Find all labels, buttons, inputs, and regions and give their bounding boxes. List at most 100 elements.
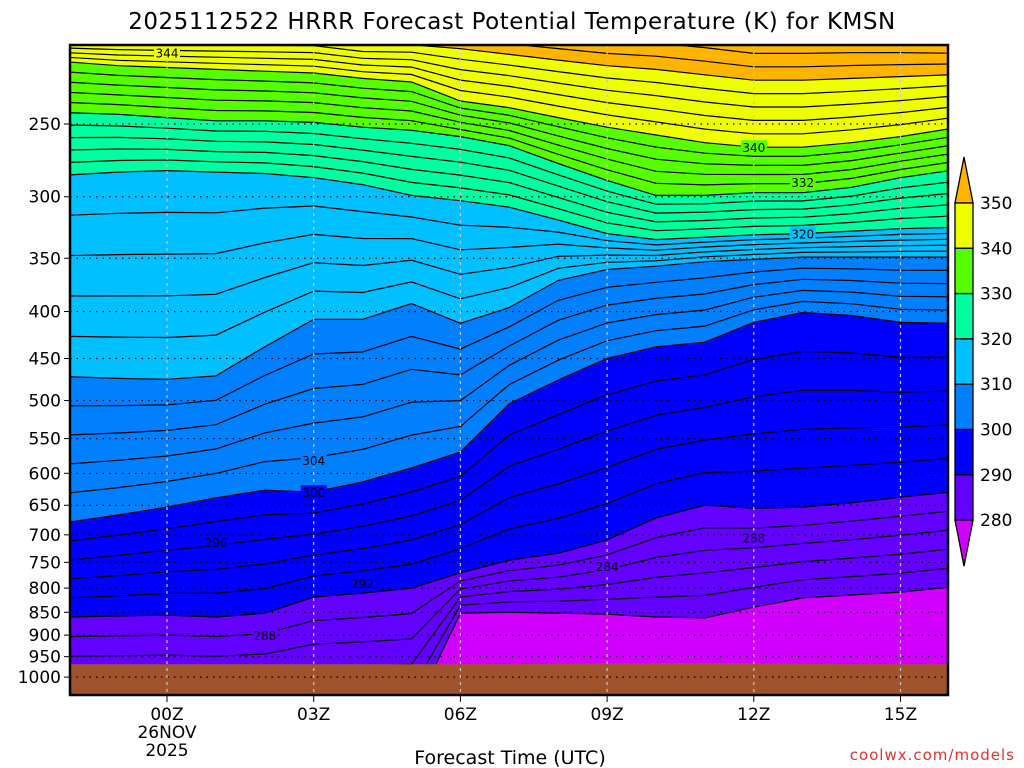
contour-label: 288 <box>742 532 765 546</box>
contour-line-352 <box>515 45 948 68</box>
contour-line-330 <box>70 112 948 196</box>
contour-line-292 <box>70 457 948 599</box>
chart-title: 2025112522 HRRR Forecast Potential Tempe… <box>128 9 895 35</box>
contour-label-bg <box>789 226 816 241</box>
contour-label-bg <box>251 628 278 643</box>
contour-line-314 <box>70 244 948 297</box>
contour-line-324 <box>70 148 948 223</box>
colorbar-label: 290 <box>980 466 1012 486</box>
contour-label-bg <box>594 559 621 574</box>
colorbar-swatch-330_340 <box>954 247 974 295</box>
contour-line-302 <box>70 300 948 494</box>
gridlines <box>70 45 948 695</box>
y-tick-label: 350 <box>29 249 61 269</box>
contour-line-288 <box>70 510 948 638</box>
x-tick-label: 00Z <box>150 705 183 725</box>
contour-line-338 <box>70 71 948 157</box>
contour-line-282 <box>70 567 948 695</box>
contour-line-344 <box>70 52 948 122</box>
contour-label: 304 <box>302 454 325 468</box>
x-tick-label: 03Z <box>297 705 330 725</box>
contour-label-bg <box>349 576 376 591</box>
contour-line-328 <box>70 124 948 205</box>
x-tick-year: 2025 <box>145 741 188 761</box>
x-tick-label: 06Z <box>444 705 477 725</box>
y-tick-label: 400 <box>29 303 61 323</box>
contour-line-308 <box>70 267 948 407</box>
contour-line-280 <box>420 586 948 695</box>
contour-line-350 <box>359 45 948 81</box>
y-axis: 250 300 350 400 450 500 550 600 650 700 750 800 850 9… <box>18 115 70 688</box>
y-tick-label: 650 <box>29 496 61 516</box>
contour-line-312 <box>70 250 948 339</box>
y-tick-label: 900 <box>29 626 61 646</box>
contour-line-334 <box>70 91 948 176</box>
x-tick-label: 12Z <box>737 705 770 725</box>
y-tick-label: 250 <box>29 115 61 135</box>
y-tick-label: 550 <box>29 430 61 450</box>
contour-line-342 <box>70 56 948 135</box>
contour-line-322 <box>70 159 948 232</box>
colorbar-swatch-340_350 <box>954 202 974 249</box>
contour-label-bg <box>789 174 816 189</box>
contour-label-bg <box>740 530 767 545</box>
y-tick-label: 450 <box>29 350 61 370</box>
contour-label: 296 <box>204 536 227 550</box>
colorbar-label: 330 <box>980 285 1012 305</box>
y-tick-label: 700 <box>29 526 61 546</box>
contour-line-286 <box>70 529 948 657</box>
credit-text[interactable]: coolwx.com/models <box>850 746 1015 764</box>
contour-line-310 <box>70 256 948 380</box>
contour-label-bg <box>300 485 327 500</box>
colorbar-swatch-290_300 <box>954 428 974 476</box>
contour-line-346 <box>70 47 948 108</box>
contour-line-348 <box>130 45 948 95</box>
contour-line-326 <box>70 136 948 214</box>
contour-label: 292 <box>351 577 374 591</box>
colorbar-swatch-280_290 <box>954 474 974 521</box>
x-tick-label: 15Z <box>884 705 917 725</box>
y-tick-label: 300 <box>29 188 61 208</box>
plot-frame <box>68 43 950 697</box>
colorbar-label: 340 <box>980 239 1012 259</box>
contour-label: 320 <box>791 228 814 242</box>
y-tick-label: 1000 <box>18 668 61 688</box>
y-tick-label: 500 <box>29 392 61 412</box>
contour-label-bg <box>154 45 180 60</box>
contour-label: 284 <box>596 560 619 574</box>
contour-line-304 <box>70 289 948 465</box>
contour-line-300 <box>70 311 948 523</box>
contour-label: 300 <box>302 486 325 500</box>
colorbar-label: 280 <box>980 511 1012 531</box>
colorbar-label: 310 <box>980 375 1012 395</box>
x-tick-label: 09Z <box>590 705 623 725</box>
contour-line-354 <box>670 45 948 55</box>
x-axis-label: Forecast Time (UTC) <box>414 747 605 768</box>
colorbar-label: 300 <box>980 421 1012 441</box>
ground-surface <box>70 662 948 695</box>
contour-label-bg <box>300 452 327 467</box>
colorbar-label: 350 <box>980 194 1012 214</box>
contour-line-316 <box>70 233 948 257</box>
contour-label-bg <box>740 140 767 155</box>
contour-label: 340 <box>742 141 765 155</box>
colorbar-swatch-310_320 <box>954 338 974 385</box>
contour-line-298 <box>70 350 948 542</box>
contour-line-336 <box>70 81 948 166</box>
contour-label: 288 <box>253 629 276 643</box>
y-tick-label: 600 <box>29 464 61 484</box>
x-tick-date: 26NOV <box>137 723 196 743</box>
contour-line-340 <box>70 61 948 148</box>
colorbar-swatch-300_310 <box>954 383 974 431</box>
plot-area <box>70 45 948 695</box>
contour-line-306 <box>70 278 948 436</box>
contour-line-294 <box>70 424 948 580</box>
contour-label-bg <box>202 535 229 550</box>
colorbar-swatch-below-280 <box>954 519 974 567</box>
y-tick-label: 950 <box>29 648 61 668</box>
y-tick-label: 800 <box>29 579 61 599</box>
colorbar-swatch-above-350 <box>954 156 974 204</box>
y-tick-label: 850 <box>29 603 61 623</box>
